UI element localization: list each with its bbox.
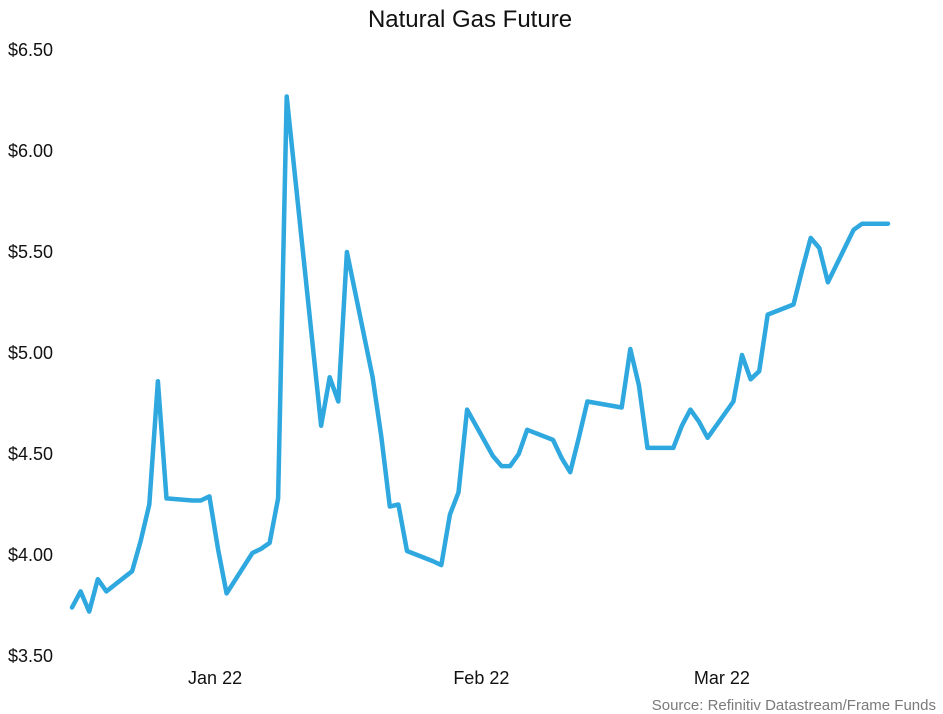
series-line — [69, 94, 891, 614]
x-axis-tick-labels: Jan 22 Feb 22 Mar 22 — [188, 668, 750, 688]
y-tick-label: $4.00 — [8, 545, 53, 565]
y-tick-label: $3.50 — [8, 646, 53, 666]
series-layer — [69, 94, 891, 614]
y-tick-label: $4.50 — [8, 444, 53, 464]
x-tick-label: Mar 22 — [694, 668, 750, 688]
y-tick-label: $6.50 — [8, 40, 53, 60]
y-axis-tick-labels: $6.50 $6.00 $5.50 $5.00 $4.50 $4.00 $3.50 — [8, 40, 53, 666]
x-tick-label: Jan 22 — [188, 668, 242, 688]
chart-title: Natural Gas Future — [368, 6, 572, 33]
y-tick-label: $6.00 — [8, 141, 53, 161]
y-tick-label: $5.00 — [8, 343, 53, 363]
source-note: Source: Refinitiv Datastream/Frame Funds — [652, 697, 936, 714]
x-tick-label: Feb 22 — [453, 668, 509, 688]
y-tick-label: $5.50 — [8, 242, 53, 262]
